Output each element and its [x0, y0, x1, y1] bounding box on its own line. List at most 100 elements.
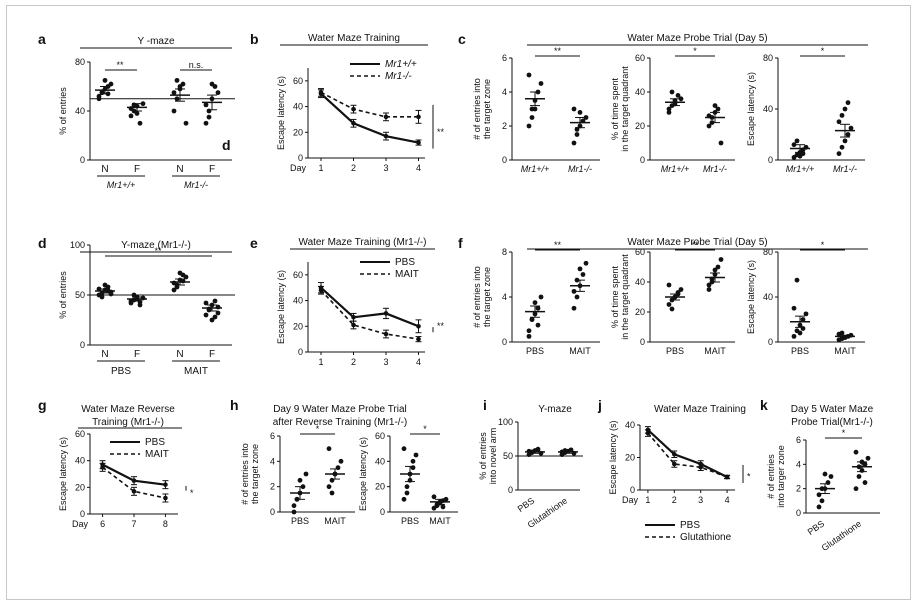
data-point — [529, 115, 535, 120]
y-tick-label: 0 — [508, 485, 513, 495]
x-tick-label: 2 — [351, 357, 356, 367]
significance-label: ** — [116, 60, 124, 70]
data-point — [303, 471, 309, 477]
x-tick-label: 1 — [645, 495, 650, 505]
series-line — [647, 429, 728, 478]
data-point — [571, 288, 577, 294]
data-point — [96, 93, 102, 99]
data-point — [865, 455, 871, 461]
x-tick-label: Glutathione — [820, 518, 863, 553]
data-point — [535, 305, 541, 311]
panel-letter: d — [222, 137, 231, 153]
y-tick-label: 50 — [75, 290, 85, 300]
data-point — [329, 490, 335, 496]
data-point — [712, 267, 718, 273]
data-point — [791, 142, 797, 148]
data-point — [836, 119, 842, 125]
x-tick-label: Mr1+/+ — [661, 164, 690, 174]
data-point — [571, 305, 577, 311]
y-tick-label: 60 — [375, 431, 385, 441]
data-point — [203, 312, 209, 318]
data-point — [666, 106, 672, 112]
legend-label: PBS — [145, 437, 165, 448]
x-tick-label: MAIT — [834, 346, 856, 356]
y-tick-label: 80 — [763, 247, 773, 257]
data-point — [538, 81, 544, 86]
x-tick-label: 4 — [725, 495, 730, 505]
y-tick-label: 40 — [375, 456, 385, 466]
series-line — [320, 289, 419, 340]
x-tick-label: PBS — [666, 346, 684, 356]
panel-letter: e — [250, 235, 258, 251]
y-tick-label: 100 — [498, 417, 513, 427]
y-tick-label: 40 — [763, 292, 773, 302]
data-point — [401, 446, 407, 452]
data-point — [568, 447, 574, 453]
y-tick-label: 0 — [298, 153, 303, 163]
data-point — [580, 272, 586, 277]
panel-title: Water Maze Probe Trial (Day 5) — [627, 237, 767, 248]
y-tick-label: 4 — [502, 292, 507, 302]
data-point — [526, 328, 532, 334]
y-tick-label: 0 — [502, 337, 507, 347]
y-tick-label: 20 — [375, 482, 385, 492]
data-point — [99, 294, 105, 300]
y-axis-label: Escape latency (s) — [58, 437, 68, 511]
panel-letter: f — [458, 235, 463, 251]
data-point — [177, 84, 183, 89]
scatter-axes: 0 40 80 Escape latency (s) — [746, 247, 779, 347]
data-point — [836, 151, 842, 157]
y-tick-label: 60 — [635, 247, 645, 257]
panel-title: Y-maze — [538, 404, 572, 415]
data-point — [577, 266, 583, 272]
y-tick-label: 2 — [796, 484, 801, 494]
y-tick-label: 60 — [635, 53, 645, 63]
data-point — [137, 299, 143, 305]
panel-title: Water Maze Training — [654, 404, 746, 415]
data-point — [203, 120, 209, 126]
data-point — [706, 282, 712, 288]
y-tick-label: 20 — [293, 127, 303, 137]
x-tick-label: F — [134, 349, 140, 360]
data-point — [842, 106, 848, 112]
panel-title: Water Maze Probe Trial (Day 5) — [627, 33, 767, 44]
data-point — [338, 458, 344, 464]
data-point — [848, 125, 854, 131]
data-point — [212, 314, 218, 320]
data-point — [183, 120, 189, 126]
x-tick-label: MAIT — [569, 346, 591, 356]
y-tick-label: 6 — [796, 435, 801, 445]
data-point — [794, 277, 800, 283]
x-tick-label: 4 — [416, 357, 421, 367]
data-point — [574, 132, 580, 137]
data-point — [845, 132, 851, 137]
significance-label: * — [747, 472, 751, 482]
x-tick-label: 7 — [131, 519, 136, 529]
x-axis-label: Day — [622, 495, 639, 505]
scatter-axes: 0 2 4 6 # of entries into the target zone — [240, 431, 281, 517]
data-point — [291, 503, 297, 509]
data-point — [96, 286, 102, 292]
y-axis-label: # of entries — [766, 454, 776, 499]
y-tick-label: 0 — [270, 507, 275, 517]
panel-letter: a — [38, 31, 46, 47]
y-axis-label: Escape latency (s) — [276, 76, 286, 150]
y-axis-label: # of entries into — [472, 78, 482, 140]
data-point — [526, 72, 532, 78]
data-point — [174, 77, 180, 83]
data-point — [174, 284, 180, 290]
legend-label: Glutathione — [680, 532, 732, 543]
data-point — [108, 291, 114, 297]
data-point — [706, 123, 712, 129]
data-point — [583, 260, 589, 266]
data-point — [678, 287, 684, 292]
data-point — [828, 474, 834, 479]
data-point — [583, 115, 589, 120]
data-point — [839, 330, 845, 336]
y-tick-label: 100 — [70, 240, 85, 250]
y-tick-label: 40 — [293, 102, 303, 112]
x-tick-label: 3 — [383, 357, 388, 367]
panel-letter: i — [483, 397, 487, 413]
data-point — [443, 496, 449, 502]
